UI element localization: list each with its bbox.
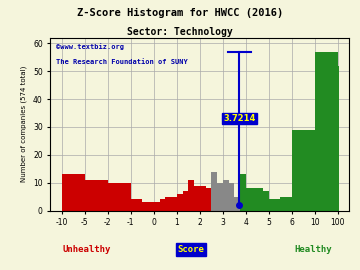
Bar — [108, 183, 131, 211]
Text: Healthy: Healthy — [294, 245, 332, 254]
Bar — [338, 66, 339, 211]
Bar — [131, 200, 142, 211]
Text: Sector: Technology: Sector: Technology — [127, 27, 233, 37]
Bar — [206, 188, 211, 211]
Bar — [246, 188, 252, 211]
Bar — [240, 174, 246, 211]
Bar — [252, 188, 257, 211]
Bar — [229, 183, 234, 211]
Bar — [142, 202, 154, 211]
Bar — [211, 171, 217, 211]
Bar — [217, 183, 223, 211]
Text: Score: Score — [177, 245, 204, 254]
Bar — [85, 180, 108, 211]
Bar — [165, 197, 171, 211]
Bar — [177, 194, 183, 211]
Bar — [269, 200, 280, 211]
Text: Z-Score Histogram for HWCC (2016): Z-Score Histogram for HWCC (2016) — [77, 8, 283, 18]
Bar — [171, 197, 177, 211]
Bar — [263, 191, 269, 211]
Bar — [315, 52, 338, 211]
Bar — [292, 130, 315, 211]
Bar — [200, 185, 206, 211]
Y-axis label: Number of companies (574 total): Number of companies (574 total) — [21, 66, 27, 183]
Bar — [159, 200, 165, 211]
Bar — [257, 188, 263, 211]
Bar — [223, 180, 229, 211]
Text: ©www.textbiz.org: ©www.textbiz.org — [57, 43, 124, 50]
Text: Unhealthy: Unhealthy — [62, 245, 111, 254]
Text: 3.7214: 3.7214 — [223, 114, 256, 123]
Bar — [234, 197, 240, 211]
Bar — [154, 202, 159, 211]
Bar — [194, 185, 200, 211]
Bar — [62, 174, 85, 211]
Text: The Research Foundation of SUNY: The Research Foundation of SUNY — [57, 59, 188, 65]
Bar — [183, 191, 188, 211]
Bar — [188, 180, 194, 211]
Bar — [280, 197, 292, 211]
